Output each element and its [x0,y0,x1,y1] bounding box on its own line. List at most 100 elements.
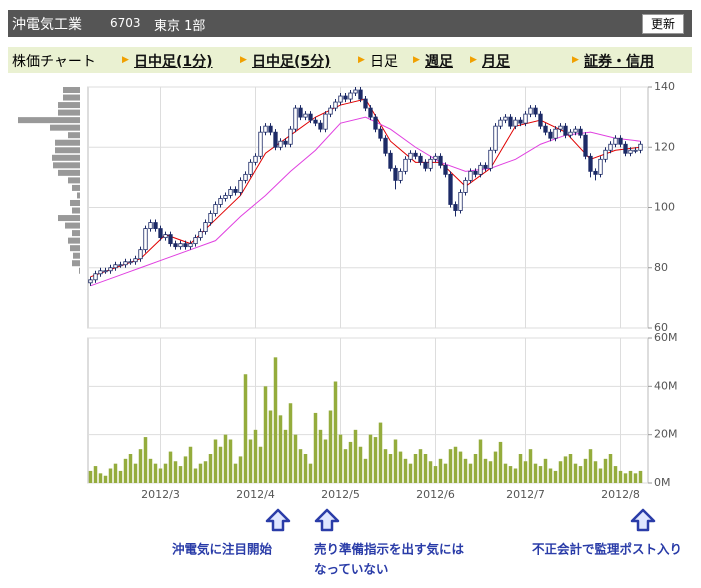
tab[interactable]: 日中足(5分) [252,54,331,70]
candle-body [473,170,478,175]
volume-bar [528,449,533,483]
volume-bar [273,357,278,483]
x-tick-label: 2012/3 [141,488,180,501]
tab[interactable]: 週足 [425,54,453,70]
volume-bar [238,456,243,483]
candle-body [583,134,588,157]
price-volume-bar [55,147,80,154]
candle-body [133,258,138,263]
candle-body [163,234,168,239]
volume-bar [183,456,188,483]
candle-body [458,192,463,211]
candle-body [633,149,638,152]
price-volume-bar [68,177,80,184]
annotation: 沖電気に注目開始 [172,542,273,557]
volume-bar [313,412,318,483]
candle-body [93,273,98,281]
candle-body [298,107,303,118]
y-tick-label: 20M [654,428,678,441]
volume-bar [633,473,638,483]
candle-body [553,128,558,139]
candle-body [138,249,143,260]
volume-bar [118,470,123,483]
candle-body [613,137,618,145]
volume-bar [418,449,423,483]
candle-body [103,270,108,273]
volume-bar [153,463,158,483]
volume-bar [623,473,628,483]
price-volume-bar [58,169,80,176]
candle-body [598,158,603,175]
x-tick-label: 2012/6 [416,488,455,501]
stock-code: 6703 [110,16,141,30]
tab[interactable]: 日中足(1分) [134,54,213,70]
y-tick-label: 60 [654,321,668,334]
candle-body [438,155,443,166]
volume-bar [218,446,223,483]
volume-bar [583,458,588,483]
volume-bar [388,454,393,483]
candle-body [333,101,338,109]
volume-bar [383,449,388,483]
candle-body [193,237,198,245]
volume-bar [248,439,253,483]
candle-body [243,173,248,181]
volume-bar [343,449,348,483]
candle-body [498,119,503,127]
candle-body [368,107,373,118]
volume-bar [518,454,523,483]
candle-body [233,189,238,193]
candle-body [198,231,203,239]
price-volume-bar [79,267,80,274]
candle-body [303,113,308,118]
candle-body [453,204,458,211]
volume-bar [593,461,598,483]
refresh-button[interactable]: 更新 [642,14,684,34]
price-volume-bar [72,260,80,267]
price-volume-bar [70,199,80,206]
volume-bar [163,463,168,483]
candle-body [143,228,148,251]
candle-body [263,125,268,133]
candle-body [358,89,363,100]
candle-body [168,234,173,245]
y-tick-label: 60M [654,331,678,344]
candle-body [378,128,383,139]
volume-bar [258,446,263,483]
candle-body [258,131,263,157]
volume-bar [588,449,593,483]
tab[interactable]: 月足 [482,54,510,70]
price-volume-bar [72,230,80,237]
price-volume-bar [50,124,80,131]
tab[interactable]: 証券・信用 [584,54,654,70]
volume-bar [303,454,308,483]
volume-bar [478,439,483,483]
candle-body [123,261,128,266]
candle-body [393,167,398,181]
candle-body [403,158,408,172]
volume-bar [188,446,193,483]
candle-body [558,125,563,130]
volume-bar [483,458,488,483]
candle-body [113,264,118,269]
y-tick-label: 80 [654,261,668,274]
volume-bar [133,463,138,483]
candle-body [273,131,278,148]
volume-bar [243,374,248,483]
volume-bar [638,470,643,483]
candle-body [108,267,113,272]
candle-body [338,95,343,103]
candle-body [183,243,188,248]
candle-body [603,149,608,160]
volume-bar [603,458,608,483]
tab-marker: ▶ [572,55,579,65]
header-bar: 沖電気工業 6703 東京 1部 更新 [8,10,692,37]
candle-body [443,164,448,175]
candle-body [528,107,533,115]
volume-bar [308,463,313,483]
candle-body [628,149,633,154]
candle-body [543,125,548,133]
volume-bar [338,434,343,483]
moving-average [90,116,641,287]
tab-marker: ▶ [413,55,420,65]
